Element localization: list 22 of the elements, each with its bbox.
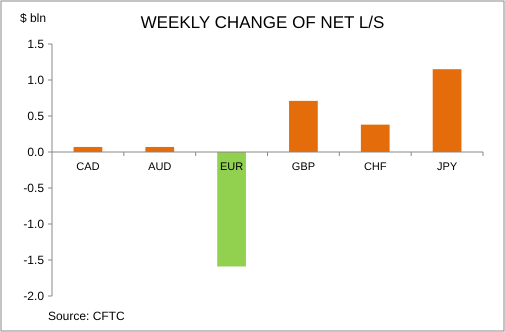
y-tick-label: -1.5	[23, 253, 44, 268]
x-tick-label: EUR	[220, 161, 244, 173]
y-tick-label: -0.5	[23, 181, 44, 196]
y-tick-label: -1.0	[23, 217, 44, 232]
x-tick-label: JPY	[436, 161, 458, 173]
chart-title: WEEKLY CHANGE OF NET L/S	[140, 13, 384, 32]
y-tick-label: 0.0	[27, 145, 44, 160]
y-tick-label: -2.0	[23, 289, 44, 304]
bar	[432, 69, 462, 152]
source-note: Source: CFTC	[48, 309, 126, 323]
y-tick-label: 1.0	[27, 73, 44, 88]
bar	[289, 100, 318, 152]
y-tick-label: 1.5	[27, 37, 44, 52]
y-tick-label: 0.5	[27, 109, 44, 124]
x-tick-label: CHF	[364, 161, 387, 173]
y-axis-title: $ bln	[20, 11, 46, 25]
bar	[360, 124, 390, 152]
x-tick-label: GBP	[292, 161, 316, 173]
x-tick-label: AUD	[148, 161, 172, 173]
x-tick-label: CAD	[76, 161, 100, 173]
bar	[217, 152, 246, 266]
bar	[74, 146, 102, 152]
